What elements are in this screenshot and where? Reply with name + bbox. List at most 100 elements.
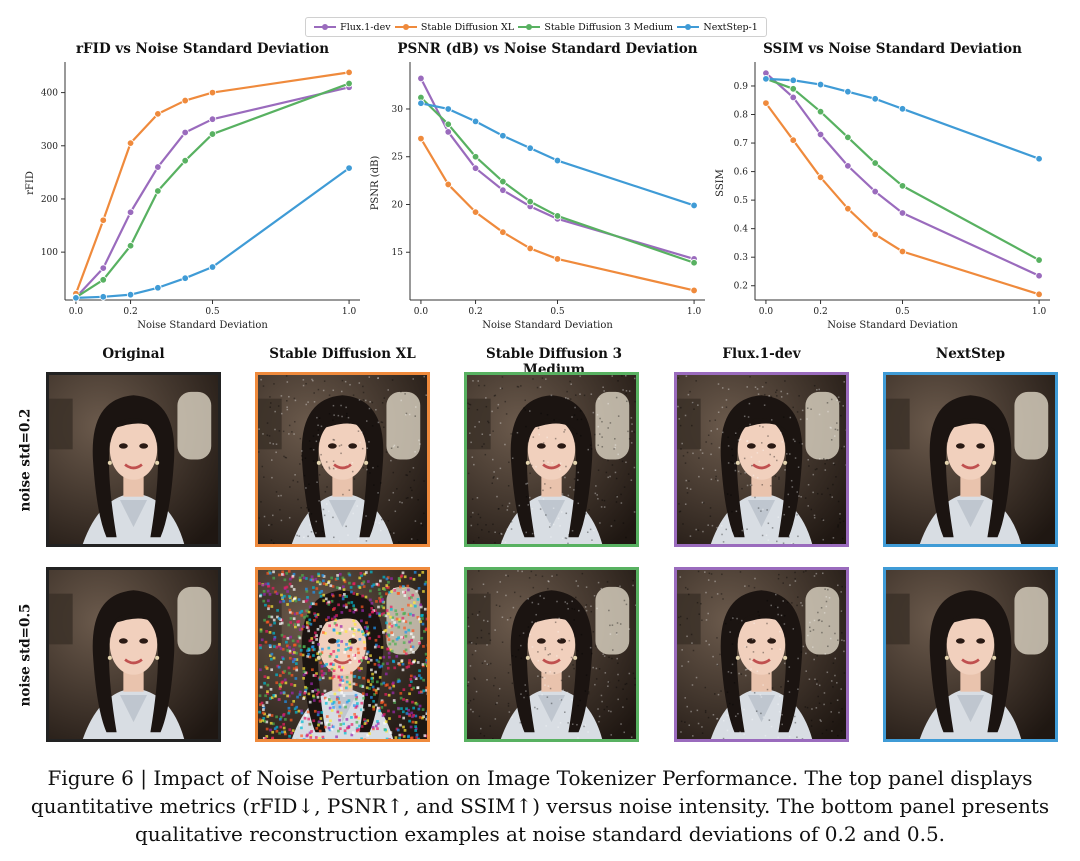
data-point-stable-diffusion-xl xyxy=(499,228,507,236)
rfid-chart: rFID vs Noise Standard Deviation 0.0 0.2 0.… xyxy=(25,41,360,331)
series-line-stable-diffusion-xl xyxy=(74,71,350,295)
data-point-stable-diffusion-3-medium xyxy=(844,133,852,142)
portrait-image xyxy=(258,570,427,739)
data-point-stable-diffusion-xl xyxy=(417,134,425,143)
caption-line: qualitative reconstruction examples at n… xyxy=(134,822,946,846)
data-point-stable-diffusion-xl xyxy=(471,208,480,216)
series-line-nextstep-1 xyxy=(765,77,1040,160)
data-point-stable-diffusion-xl xyxy=(181,96,189,105)
data-point-stable-diffusion-3-medium xyxy=(898,182,907,190)
y-tick-label: 0.7 xyxy=(734,139,749,149)
x-axis-label: Noise Standard Deviation xyxy=(137,320,268,331)
data-point-flux-1-dev xyxy=(471,164,480,172)
legend-swatch-flux xyxy=(314,24,337,30)
data-point-nextstep-1 xyxy=(789,76,797,84)
portrait-image xyxy=(886,375,1055,544)
data-point-stable-diffusion-xl xyxy=(690,286,698,295)
data-point-stable-diffusion-xl xyxy=(345,68,353,77)
data-point-nextstep-1 xyxy=(471,117,480,126)
reconstruction-stable-diffusion-xl-row-2 xyxy=(255,567,430,742)
chart-title: PSNR (dB) vs Noise Standard Deviation xyxy=(397,41,697,57)
data-point-nextstep-1 xyxy=(1035,155,1043,163)
reconstruction-original-row-1 xyxy=(46,372,221,547)
x-tick-label: 0.5 xyxy=(205,307,220,317)
reconstruction-stable-diffusion-3-medium-row-1 xyxy=(464,372,639,547)
data-point-flux-1-dev xyxy=(208,115,217,123)
data-point-stable-diffusion-3-medium xyxy=(499,177,507,186)
y-axis-label: PSNR (dB) xyxy=(370,156,381,211)
data-point-flux-1-dev xyxy=(99,264,107,272)
row-label-text: noise std=0.5 xyxy=(17,603,34,706)
data-point-nextstep-1 xyxy=(72,294,80,302)
data-point-flux-1-dev xyxy=(871,187,879,196)
portrait-image xyxy=(677,375,846,544)
series-line-flux-1-dev xyxy=(765,72,1040,277)
data-point-nextstep-1 xyxy=(762,75,770,83)
y-axis-label: rFID xyxy=(25,171,36,195)
x-tick-label: 1.0 xyxy=(1032,307,1047,317)
y-tick-label: 300 xyxy=(41,142,58,152)
y-tick-label: 400 xyxy=(41,89,58,99)
data-point-nextstep-1 xyxy=(181,274,189,282)
y-tick-label: 100 xyxy=(41,248,58,258)
data-point-stable-diffusion-xl xyxy=(1035,290,1043,298)
y-tick-label: 0.4 xyxy=(734,225,749,235)
data-point-nextstep-1 xyxy=(690,201,698,210)
column-title-sdxl: Stable Diffusion XL xyxy=(269,346,416,362)
portrait-image xyxy=(49,375,218,544)
data-point-stable-diffusion-xl xyxy=(762,99,770,107)
legend-swatch-nextstep xyxy=(677,24,700,30)
data-point-stable-diffusion-3-medium xyxy=(471,153,480,161)
legend-swatch-sdxl xyxy=(394,24,417,30)
x-tick-label: 1.0 xyxy=(687,307,702,317)
data-point-stable-diffusion-3-medium xyxy=(690,259,698,267)
x-tick-label: 0.0 xyxy=(69,307,84,317)
reconstruction-stable-diffusion-xl-row-1 xyxy=(255,372,430,547)
caption-line: Figure 6 | Impact of Noise Perturbation … xyxy=(47,766,1033,790)
legend-item-sd3: Stable Diffusion 3 Medium xyxy=(518,22,673,33)
reconstruction-flux-1-dev-row-2 xyxy=(674,567,849,742)
series-line-flux-1-dev xyxy=(419,77,695,260)
data-point-nextstep-1 xyxy=(553,156,562,165)
data-point-nextstep-1 xyxy=(208,263,217,271)
portrait-image xyxy=(677,570,846,739)
data-point-nextstep-1 xyxy=(816,80,825,89)
legend-label-sd3: Stable Diffusion 3 Medium xyxy=(544,21,674,33)
column-title-original: Original xyxy=(102,346,165,362)
x-tick-label: 0.5 xyxy=(895,307,910,317)
y-tick-label: 25 xyxy=(392,153,404,163)
data-point-stable-diffusion-xl xyxy=(126,139,135,147)
ssim-chart: SSIM vs Noise Standard Deviation 0.0 0.2 0.… xyxy=(715,41,1050,331)
x-tick-label: 1.0 xyxy=(342,307,357,317)
data-point-stable-diffusion-3-medium xyxy=(526,197,534,206)
data-point-nextstep-1 xyxy=(526,144,534,152)
reconstruction-original-row-2 xyxy=(46,567,221,742)
figure-caption: Figure 6 | Impact of Noise Perturbation … xyxy=(20,764,1060,848)
chart-title: SSIM vs Noise Standard Deviation xyxy=(763,41,1022,57)
x-tick-label: 0.0 xyxy=(759,307,774,317)
data-point-stable-diffusion-xl xyxy=(789,136,797,144)
data-point-stable-diffusion-xl xyxy=(816,173,825,181)
data-point-flux-1-dev xyxy=(898,209,907,217)
data-point-stable-diffusion-3-medium xyxy=(1035,256,1043,264)
data-point-stable-diffusion-3-medium xyxy=(345,79,353,88)
data-point-stable-diffusion-xl xyxy=(871,230,879,239)
reconstruction-nextstep-row-2 xyxy=(883,567,1058,742)
psnr-chart: PSNR (dB) vs Noise Standard Deviation 0.0… xyxy=(370,41,705,331)
y-tick-label: 0.3 xyxy=(734,253,749,263)
y-tick-label: 0.6 xyxy=(734,168,749,178)
data-point-flux-1-dev xyxy=(444,128,452,136)
reconstruction-nextstep-row-1 xyxy=(883,372,1058,547)
data-point-nextstep-1 xyxy=(154,284,162,292)
legend-item-sdxl: Stable Diffusion XL xyxy=(394,22,514,33)
data-point-flux-1-dev xyxy=(154,163,162,171)
portrait-image xyxy=(467,570,636,739)
data-point-nextstep-1 xyxy=(844,87,852,96)
caption-line: quantitative metrics (rFID↓, PSNR↑, and … xyxy=(30,794,1050,818)
column-title-nextstep: NextStep xyxy=(935,346,1006,362)
x-tick-label: 0.2 xyxy=(123,307,137,317)
row-label-std-0.2: noise std=0.2 xyxy=(12,372,38,547)
data-point-nextstep-1 xyxy=(126,290,135,299)
data-point-flux-1-dev xyxy=(181,128,189,137)
data-point-flux-1-dev xyxy=(126,208,135,216)
